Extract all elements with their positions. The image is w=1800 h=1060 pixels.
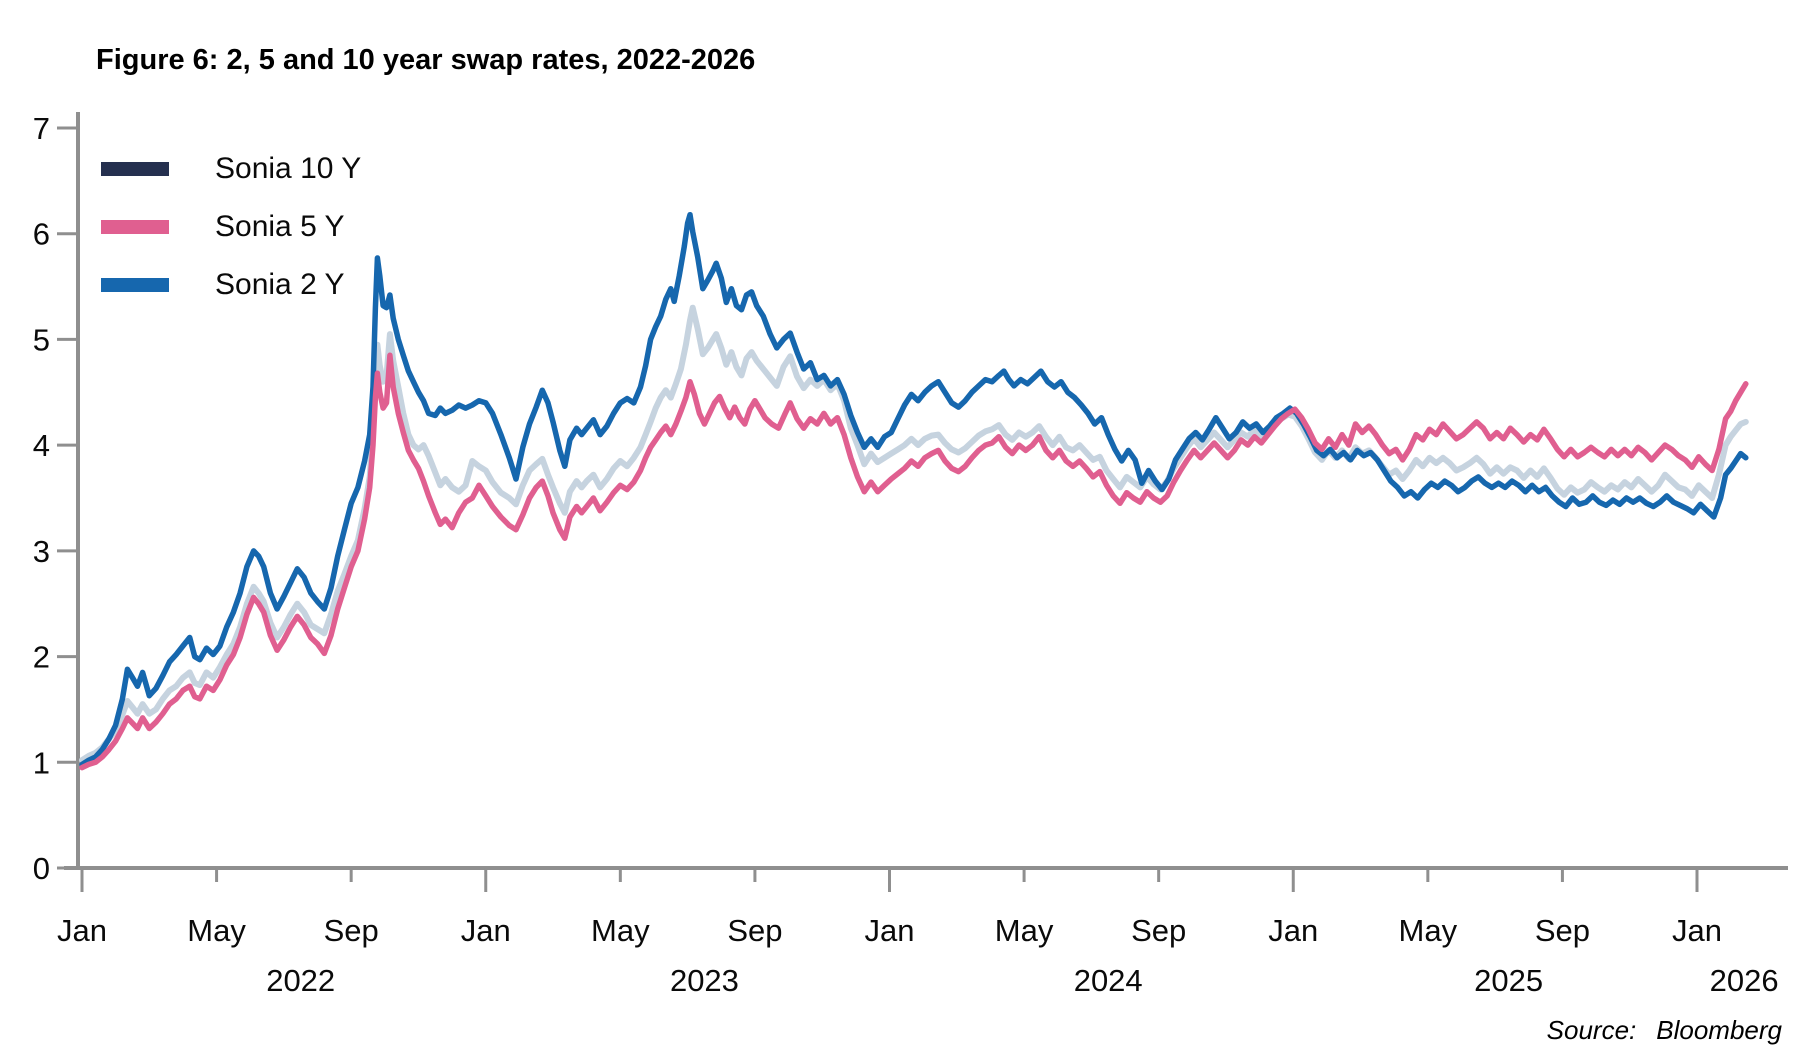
y-tick-label: 7 <box>33 111 50 146</box>
source-label: Source: <box>1546 1015 1637 1045</box>
y-tick-label: 6 <box>33 217 50 252</box>
y-tick-label: 1 <box>33 745 50 780</box>
y-tick-label: 5 <box>33 322 50 357</box>
legend-label: Sonia 10 Y <box>215 152 362 185</box>
legend-label: Sonia 5 Y <box>215 210 345 243</box>
legend-item-sonia-10y: Sonia 10 Y <box>101 140 361 198</box>
x-tick-label: Sep <box>727 913 782 948</box>
legend-item-sonia-5y: Sonia 5 Y <box>101 198 361 256</box>
axis-labels: 0 1 2 3 4 5 6 7 Jan May Sep Jan May Sep Jan May Sep Jan Ma… <box>33 111 1779 998</box>
x-tick-label: Jan <box>461 913 511 948</box>
year-label: 2025 <box>1474 963 1543 998</box>
sonia-2y-swatch-icon <box>101 278 169 292</box>
series-line-sonia-2-y <box>79 211 1749 768</box>
legend-label: Sonia 2 Y <box>215 268 345 301</box>
sonia-10y-swatch-icon <box>101 162 169 176</box>
source-value: Bloomberg <box>1656 1015 1782 1045</box>
series-lines <box>79 211 1749 771</box>
x-tick-label: May <box>1399 913 1458 948</box>
source-note: Source: Bloomberg <box>1547 1015 1782 1046</box>
x-tick-label: Sep <box>1131 913 1186 948</box>
x-tick-label: Sep <box>324 913 379 948</box>
axes <box>57 112 1788 892</box>
figure-title: Figure 6: 2, 5 and 10 year swap rates, 2… <box>96 44 756 76</box>
y-tick-label: 3 <box>33 534 50 569</box>
x-tick-label: May <box>591 913 650 948</box>
x-tick-label: Jan <box>865 913 915 948</box>
x-tick-label: Jan <box>1672 913 1722 948</box>
year-label: 2022 <box>266 963 335 998</box>
x-tick-label: Jan <box>57 913 107 948</box>
y-tick-label: 2 <box>33 640 50 675</box>
sonia-5y-swatch-icon <box>101 220 169 234</box>
year-label: 2026 <box>1710 963 1779 998</box>
year-label: 2023 <box>670 963 739 998</box>
y-tick-label: 4 <box>33 428 50 463</box>
year-label: 2024 <box>1074 963 1143 998</box>
legend-item-sonia-2y: Sonia 2 Y <box>101 256 361 314</box>
x-tick-label: Sep <box>1535 913 1590 948</box>
series-line-sonia-10-y <box>79 304 1749 764</box>
x-tick-label: Jan <box>1268 913 1318 948</box>
x-tick-label: May <box>995 913 1054 948</box>
y-tick-label: 0 <box>33 851 50 886</box>
x-tick-label: May <box>187 913 246 948</box>
series-line-sonia-5-y <box>79 352 1749 771</box>
legend: Sonia 10 Y Sonia 5 Y Sonia 2 Y <box>101 140 361 314</box>
